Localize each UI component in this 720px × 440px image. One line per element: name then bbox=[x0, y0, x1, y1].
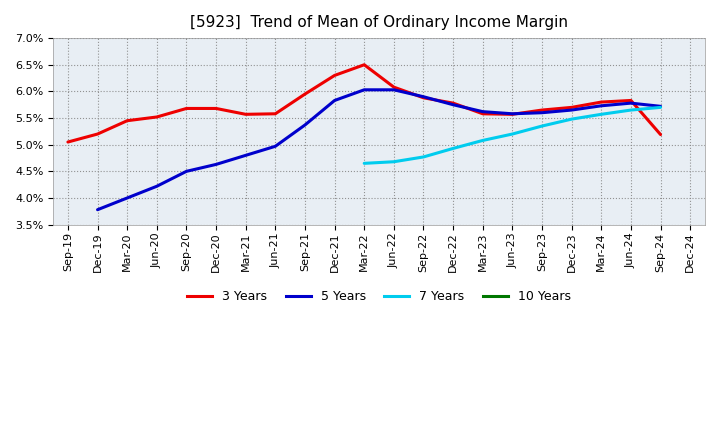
7 Years bbox=[449, 146, 457, 151]
5 Years bbox=[567, 107, 576, 113]
Line: 7 Years: 7 Years bbox=[364, 107, 660, 163]
7 Years bbox=[567, 117, 576, 122]
3 Years bbox=[360, 62, 369, 67]
3 Years bbox=[301, 92, 310, 97]
3 Years bbox=[626, 98, 635, 103]
7 Years bbox=[538, 123, 546, 128]
7 Years bbox=[508, 132, 517, 137]
3 Years bbox=[63, 139, 72, 145]
7 Years bbox=[597, 112, 606, 117]
3 Years bbox=[597, 99, 606, 105]
Legend: 3 Years, 5 Years, 7 Years, 10 Years: 3 Years, 5 Years, 7 Years, 10 Years bbox=[181, 285, 576, 308]
3 Years bbox=[93, 132, 102, 137]
3 Years bbox=[419, 95, 428, 100]
5 Years bbox=[182, 169, 191, 174]
5 Years bbox=[508, 111, 517, 117]
5 Years bbox=[153, 183, 161, 189]
5 Years bbox=[123, 195, 132, 201]
3 Years bbox=[508, 112, 517, 117]
3 Years bbox=[182, 106, 191, 111]
5 Years bbox=[626, 100, 635, 106]
5 Years bbox=[212, 162, 220, 167]
3 Years bbox=[656, 132, 665, 137]
3 Years bbox=[271, 111, 279, 117]
Line: 5 Years: 5 Years bbox=[97, 90, 660, 210]
3 Years bbox=[567, 105, 576, 110]
5 Years bbox=[390, 87, 398, 92]
5 Years bbox=[538, 110, 546, 115]
5 Years bbox=[360, 87, 369, 92]
3 Years bbox=[449, 100, 457, 106]
3 Years bbox=[153, 114, 161, 120]
5 Years bbox=[479, 109, 487, 114]
Line: 3 Years: 3 Years bbox=[68, 65, 660, 142]
5 Years bbox=[597, 103, 606, 108]
3 Years bbox=[123, 118, 132, 123]
3 Years bbox=[212, 106, 220, 111]
5 Years bbox=[449, 102, 457, 107]
7 Years bbox=[390, 159, 398, 165]
3 Years bbox=[479, 111, 487, 117]
5 Years bbox=[656, 104, 665, 109]
7 Years bbox=[419, 154, 428, 160]
3 Years bbox=[241, 112, 250, 117]
7 Years bbox=[626, 107, 635, 113]
7 Years bbox=[479, 138, 487, 143]
5 Years bbox=[419, 94, 428, 99]
5 Years bbox=[301, 122, 310, 128]
3 Years bbox=[538, 107, 546, 113]
5 Years bbox=[241, 153, 250, 158]
5 Years bbox=[330, 98, 339, 103]
5 Years bbox=[271, 143, 279, 149]
7 Years bbox=[360, 161, 369, 166]
7 Years bbox=[656, 105, 665, 110]
5 Years bbox=[93, 207, 102, 213]
Title: [5923]  Trend of Mean of Ordinary Income Margin: [5923] Trend of Mean of Ordinary Income … bbox=[190, 15, 568, 30]
3 Years bbox=[330, 73, 339, 78]
3 Years bbox=[390, 84, 398, 90]
